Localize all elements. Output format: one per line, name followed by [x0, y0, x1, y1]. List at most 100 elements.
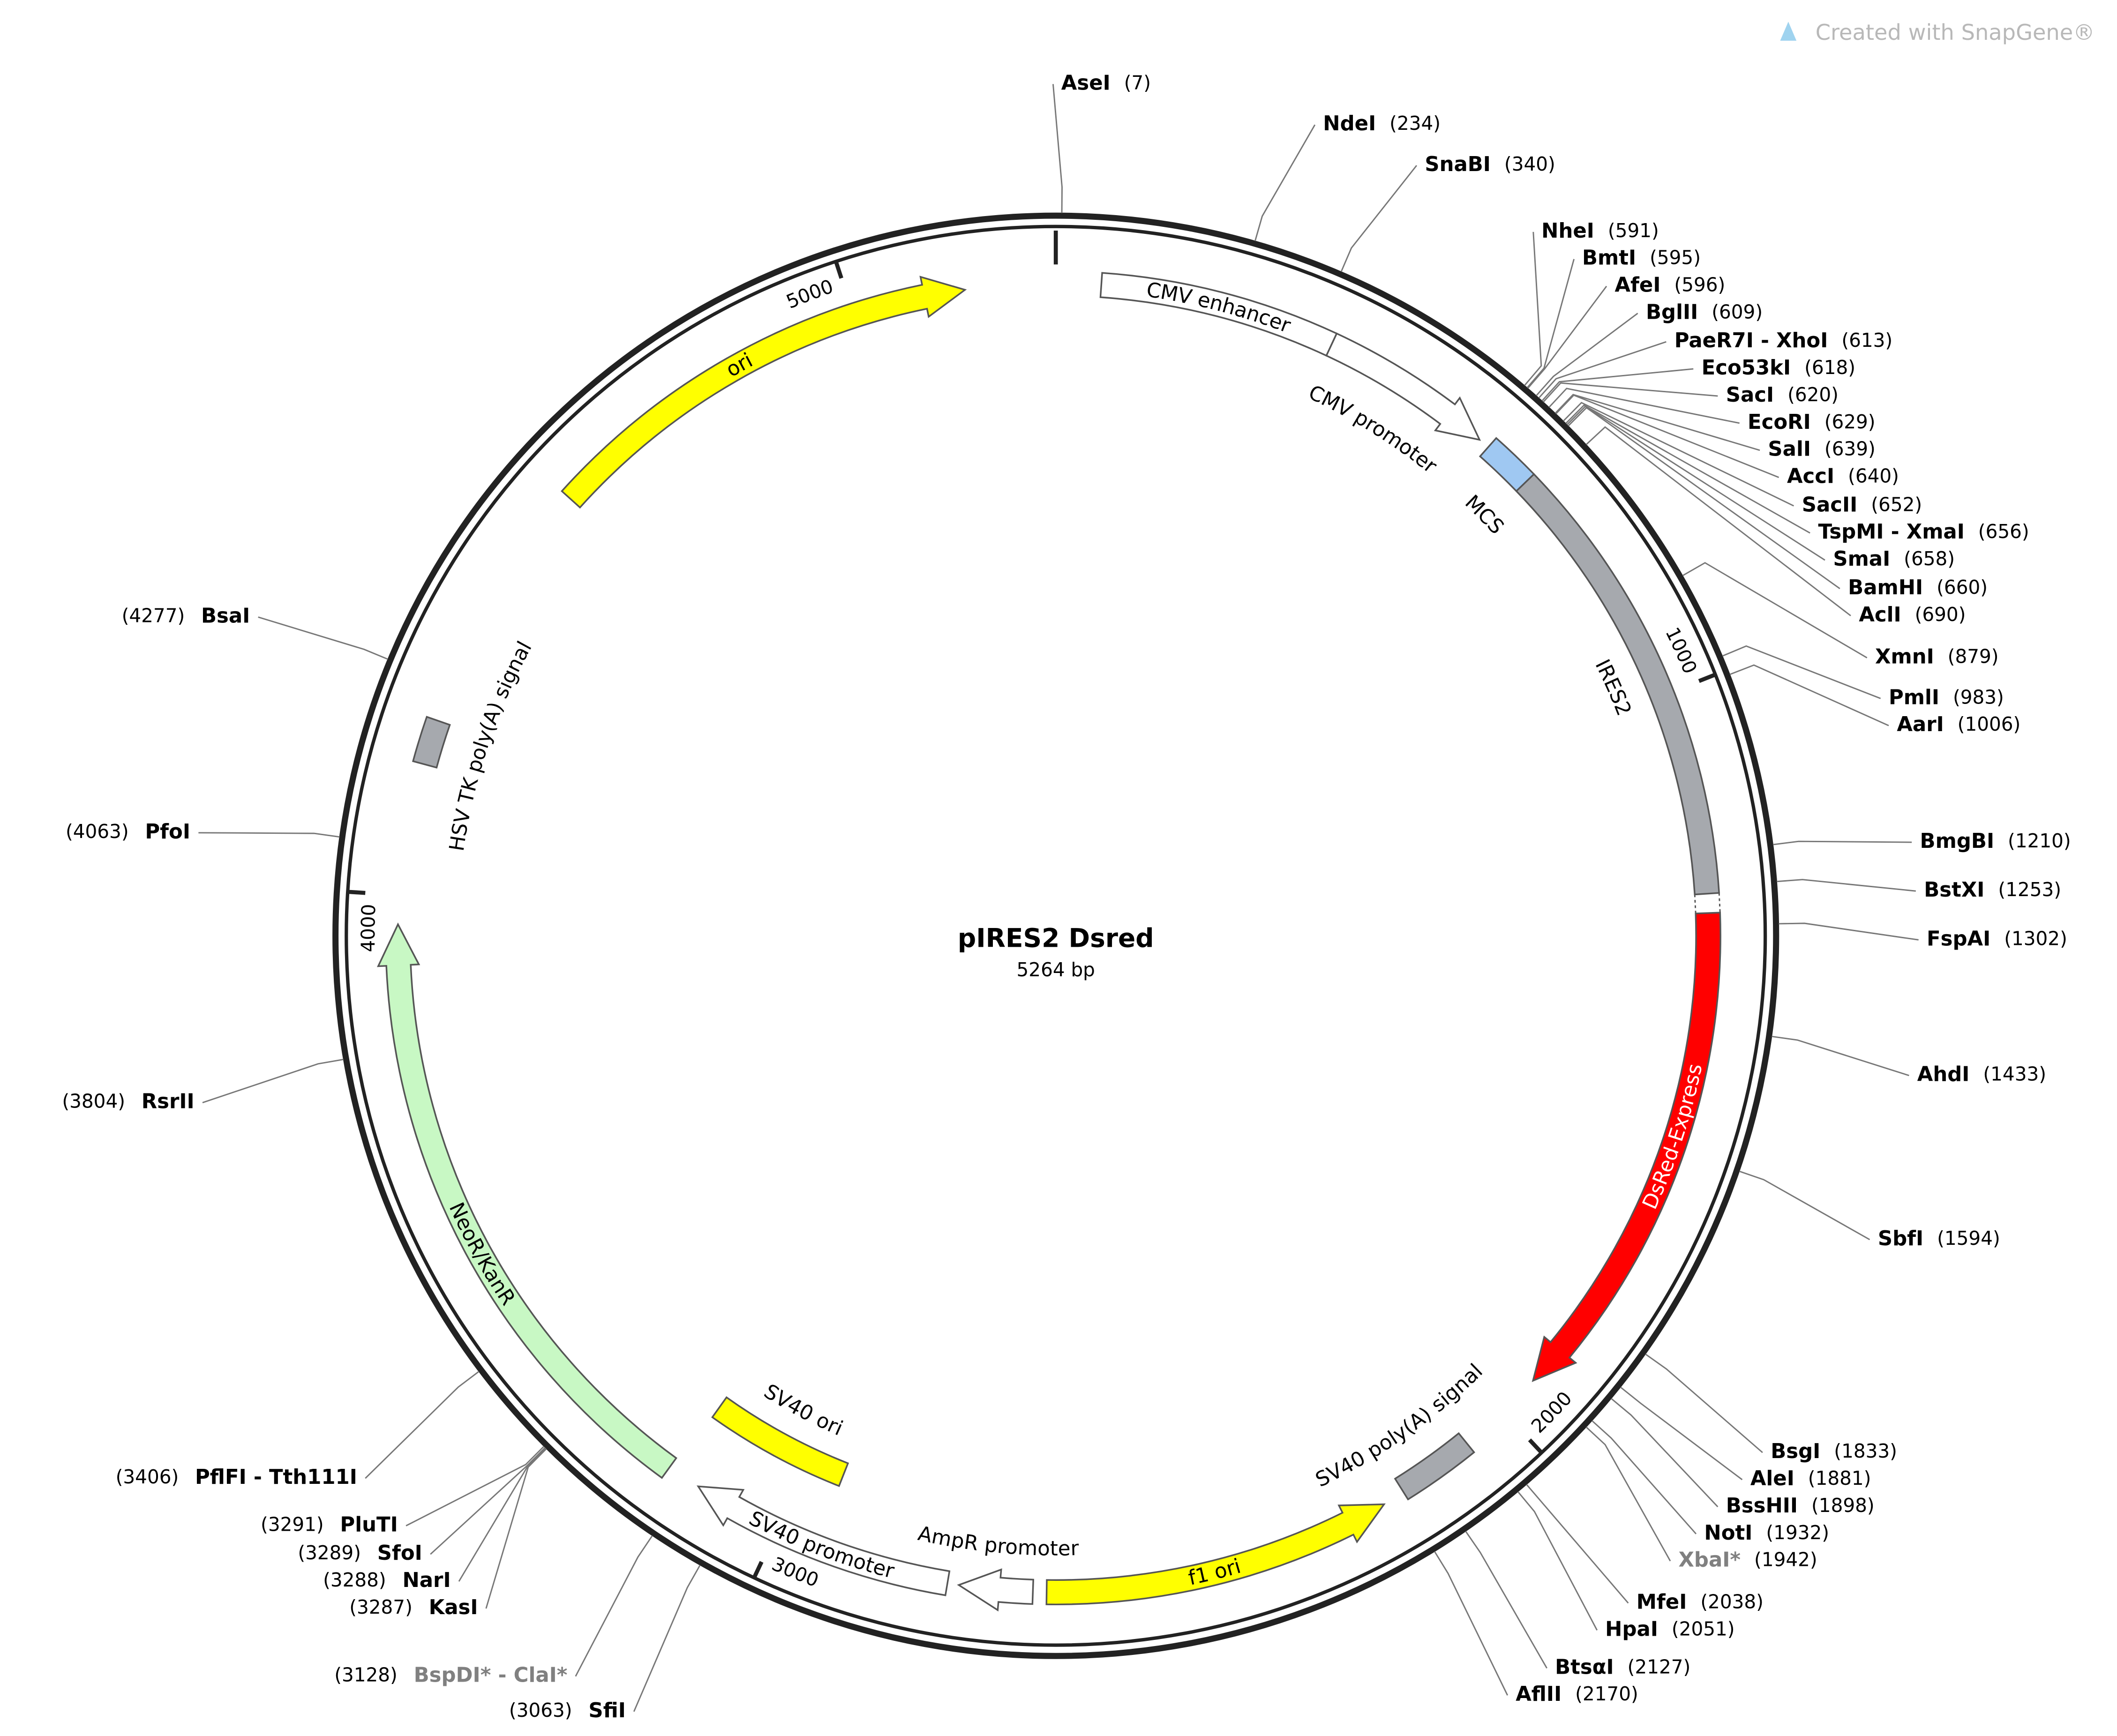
site-label: FspAI (1302)	[1927, 927, 2067, 950]
site-position: (3291)	[261, 1513, 324, 1535]
site-leader	[1773, 840, 1912, 846]
site-name: SacI	[1726, 383, 1774, 406]
feature-label: MCS	[1460, 491, 1508, 539]
site-name: BglII	[1646, 300, 1698, 324]
site-name: SnaBI	[1425, 153, 1491, 176]
site-label: (3288) NarI	[323, 1569, 451, 1592]
ring-tick	[752, 1561, 764, 1579]
site-position: (3287)	[349, 1596, 413, 1618]
site-label: (4277) BsaI	[122, 604, 250, 628]
site-label: AarI (1006)	[1897, 713, 2020, 736]
site-position: (1898)	[1811, 1494, 1875, 1517]
watermark-text: Created with SnapGene®	[1816, 20, 2095, 45]
site-leader	[1543, 382, 1718, 403]
feature	[561, 276, 967, 509]
site-leader	[1554, 394, 1760, 451]
site-leader	[1568, 407, 1840, 590]
site-name: AleI	[1750, 1467, 1794, 1490]
site-position: (640)	[1848, 465, 1899, 487]
site-label: (3128) BspDI* - ClaI*	[334, 1663, 567, 1687]
feature-label: CMV enhancer	[1145, 278, 1294, 338]
site-name: AhdI	[1917, 1063, 1970, 1086]
site-leader	[1777, 879, 1916, 892]
ring-tick	[1698, 673, 1716, 683]
site-name: BmtI	[1582, 246, 1636, 269]
feature-label: NeoR/KanR	[444, 1199, 520, 1309]
watermark: Created with SnapGene®	[1780, 20, 2095, 45]
site-leader	[1340, 165, 1418, 272]
site-label: NotI (1932)	[1704, 1521, 1829, 1544]
site-position: (690)	[1915, 603, 1966, 626]
feature-label: AmpR promoter	[916, 1522, 1080, 1561]
site-position: (1594)	[1937, 1227, 2000, 1250]
site-leader	[1620, 1386, 1743, 1481]
site-name: SbfI	[1878, 1227, 1923, 1250]
site-name: NdeI	[1323, 112, 1376, 135]
feature	[697, 1485, 951, 1596]
site-label: (4063) PfoI	[66, 820, 190, 843]
site-position: (1881)	[1808, 1467, 1871, 1489]
site-name: BstXI	[1924, 878, 1984, 902]
site-name: TspMI - XmaI	[1818, 520, 1965, 544]
feature-label-path: MCS	[1460, 491, 1508, 539]
ring-tick-label: 5000	[783, 275, 836, 313]
site-name: NotI	[1704, 1521, 1752, 1544]
site-position: (4063)	[66, 820, 129, 843]
site-label: MfeI (2038)	[1637, 1590, 1764, 1614]
site-label: TspMI - XmaI (656)	[1818, 520, 2029, 544]
site-leader	[1536, 313, 1638, 397]
site-label: SacII (652)	[1802, 493, 1922, 516]
site-label: SbfI (1594)	[1878, 1227, 2000, 1250]
site-leader	[1526, 1484, 1629, 1604]
site-leader	[1585, 1426, 1671, 1562]
site-label: BssHII (1898)	[1726, 1494, 1875, 1517]
site-position: (2170)	[1575, 1683, 1638, 1705]
site-position: (2038)	[1700, 1590, 1764, 1613]
feature	[376, 922, 677, 1479]
feature-label: IRES2	[1591, 656, 1636, 719]
site-name: BsaI	[201, 604, 250, 628]
site-position: (656)	[1978, 520, 2029, 543]
site-leader	[485, 1448, 547, 1609]
site-name: PaeR7I - XhoI	[1674, 329, 1828, 352]
site-label: NdeI (234)	[1323, 112, 1441, 135]
site-label: SnaBI (340)	[1425, 153, 1555, 176]
site-leader	[1585, 426, 1851, 616]
site-name: AfeI	[1614, 273, 1660, 297]
site-name: MfeI	[1637, 1590, 1687, 1614]
plasmid-length: 5264 bp	[1017, 958, 1095, 981]
site-label: (3289) SfoI	[298, 1541, 422, 1565]
site-position: (629)	[1824, 411, 1876, 433]
site-position: (620)	[1787, 383, 1839, 406]
site-position: (658)	[1904, 547, 1955, 570]
site-label: (3063) SfiI	[509, 1699, 626, 1722]
site-name: BspDI* - ClaI*	[414, 1663, 568, 1687]
site-name: BtsαI	[1555, 1655, 1614, 1679]
site-name: SfoI	[377, 1541, 422, 1565]
site-leader	[1541, 368, 1694, 402]
site-leader	[1729, 664, 1889, 726]
site-name: BsgI	[1771, 1440, 1820, 1463]
site-name: BssHII	[1726, 1494, 1798, 1517]
site-name: FspAI	[1927, 927, 1990, 950]
feature	[1531, 912, 1721, 1382]
site-position: (591)	[1608, 219, 1659, 242]
site-leader	[1645, 1354, 1763, 1453]
site-position: (1253)	[1998, 878, 2061, 901]
site-leader	[1526, 259, 1575, 389]
site-label: Eco53kI (618)	[1702, 356, 1855, 380]
site-name: BmgBI	[1920, 830, 1995, 853]
ring-tick	[1528, 1438, 1543, 1454]
site-position: (3804)	[62, 1090, 125, 1113]
site-position: (596)	[1674, 274, 1725, 296]
site-label: XmnI (879)	[1875, 645, 1999, 668]
site-label: BglII (609)	[1646, 300, 1763, 324]
feature-label: SV40 poly(A) signal	[1312, 1360, 1487, 1492]
site-leader	[633, 1564, 701, 1712]
site-label: (3406) PflFI - Tth111I	[116, 1466, 357, 1489]
backbone-inner	[345, 224, 1767, 1647]
site-position: (660)	[1937, 576, 1988, 599]
site-label: BstXI (1253)	[1924, 878, 2061, 902]
feature-label: HSV TK poly(A) signal	[445, 637, 537, 853]
site-name: HpaI	[1605, 1617, 1658, 1641]
